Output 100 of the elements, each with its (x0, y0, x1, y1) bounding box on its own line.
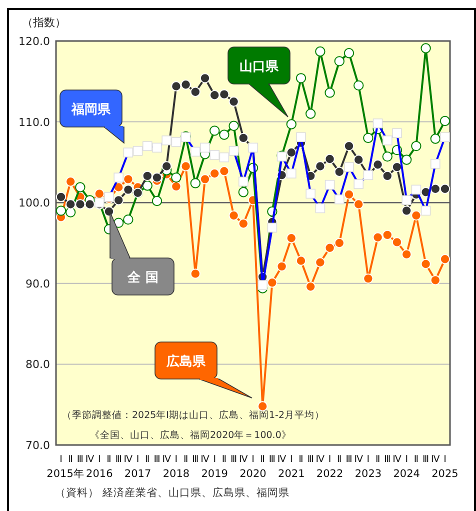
point (219, 166, 230, 176)
y-tick-label: 110.0 (18, 116, 50, 129)
point (123, 184, 134, 195)
point (440, 184, 450, 194)
point (114, 195, 124, 206)
point (190, 86, 200, 98)
point (411, 210, 422, 221)
x-tick-label: Ⅰ (444, 454, 446, 465)
point (363, 273, 374, 284)
x-tick-label: Ⅰ (60, 454, 62, 465)
text: 2017 (124, 468, 152, 480)
point (440, 116, 450, 126)
point (286, 119, 296, 130)
x-tick-label: Ⅳ (85, 454, 94, 465)
point (382, 151, 392, 162)
point (56, 192, 66, 202)
y-tick-label: 100.0 (18, 196, 50, 210)
x-tick-label: Ⅳ (200, 454, 210, 465)
x-tick-label: Ⅱ (375, 454, 380, 465)
point (228, 210, 239, 221)
point (286, 233, 296, 244)
point (238, 218, 248, 229)
text: 2022 (316, 468, 344, 480)
x-tick-label: Ⅱ (68, 454, 73, 465)
point (104, 206, 114, 217)
x-tick-label: Ⅱ (337, 454, 342, 465)
point (402, 206, 412, 216)
point (66, 199, 76, 210)
point (354, 80, 364, 91)
x-tick-label: Ⅲ (115, 454, 122, 465)
point (152, 172, 162, 183)
point (190, 268, 200, 279)
point (258, 401, 268, 412)
series-label: 山口県 (240, 60, 280, 74)
text: 2018 (162, 468, 190, 480)
point (334, 166, 344, 177)
point (334, 238, 344, 248)
text: 2023 (354, 468, 382, 480)
x-tick-label: Ⅱ (414, 454, 419, 465)
x-tick-label: Ⅱ (222, 454, 227, 465)
y-tick-label: 120.0 (18, 35, 50, 48)
point (306, 282, 316, 292)
text: 2020 (240, 468, 266, 480)
point (344, 140, 354, 152)
point (296, 73, 306, 84)
x-tick-label: Ⅳ (124, 454, 133, 465)
point (296, 256, 306, 266)
x-tick-label: Ⅱ (106, 454, 112, 465)
point (420, 43, 431, 54)
x-tick-label: Ⅳ (354, 454, 364, 465)
x-tick-label: Ⅲ (230, 454, 238, 465)
point (392, 162, 402, 172)
point (402, 249, 412, 260)
x-tick-label: Ⅲ (268, 454, 276, 465)
point (334, 56, 344, 66)
point (430, 134, 440, 144)
x-tick-label: Ⅱ (145, 454, 150, 465)
point (315, 161, 326, 172)
point (411, 140, 422, 152)
point (75, 199, 86, 210)
point (420, 258, 431, 270)
point (180, 161, 191, 172)
point (200, 174, 210, 184)
x-tick-label: Ⅰ (136, 454, 140, 465)
y-tick-label: 80.0 (26, 358, 50, 372)
x-tick-label: Ⅲ (154, 454, 160, 465)
point (372, 160, 383, 170)
x-tick-label: Ⅰ (366, 454, 370, 465)
point (219, 130, 230, 140)
x-tick-label: Ⅰ (328, 454, 332, 465)
x-tick-label: Ⅳ (316, 454, 325, 465)
point (276, 261, 287, 272)
point (315, 46, 326, 57)
x-tick-label: Ⅰ (405, 454, 408, 465)
point (228, 96, 239, 107)
point (402, 154, 412, 165)
point (392, 237, 402, 248)
x-tick-label: Ⅰ (98, 454, 101, 465)
point (363, 132, 374, 144)
point (354, 154, 364, 165)
point (430, 275, 440, 286)
point (382, 170, 392, 182)
point (162, 161, 172, 172)
x-tick-label: Ⅲ (192, 454, 199, 465)
x-tick-label: Ⅳ (392, 454, 402, 465)
x-tick-label: Ⅲ (384, 454, 391, 465)
text: 2015年 (46, 468, 84, 480)
point (228, 120, 239, 131)
point (94, 188, 104, 199)
point (382, 230, 392, 240)
point (142, 170, 152, 182)
y-axis-title: （指数） (22, 16, 66, 29)
point (66, 176, 76, 187)
point (344, 189, 354, 200)
text: 2025 (432, 468, 458, 480)
x-tick-label: Ⅲ (346, 454, 352, 465)
x-tick-label: Ⅳ (162, 454, 172, 465)
point (171, 81, 182, 92)
text: 2019 (201, 468, 228, 480)
point (219, 89, 230, 100)
